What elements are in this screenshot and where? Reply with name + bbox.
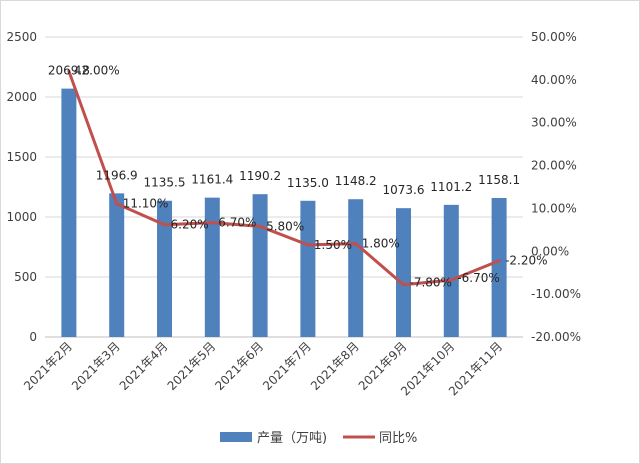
bar (491, 198, 507, 337)
legend-label-line: 同比% (379, 431, 417, 446)
line-point (210, 221, 214, 225)
bar-data-label: 1158.1 (478, 173, 520, 187)
line-data-label: 11.10% (123, 197, 169, 211)
line-data-label: 1.80% (362, 237, 400, 251)
y-right-tick-label: -10.00% (531, 287, 581, 301)
bar (157, 200, 172, 337)
y-left-tick-label: 1500 (6, 150, 37, 164)
line-data-label: 1.50% (314, 238, 352, 252)
y-right-tick-label: 20.00% (531, 159, 577, 173)
x-tick-label: 2021年3月 (69, 339, 123, 393)
bar-data-label: 1148.2 (335, 174, 377, 188)
x-tick-label: 2021年4月 (117, 339, 171, 393)
line-point (258, 224, 262, 228)
y-left-tick-label: 0 (29, 330, 37, 344)
x-tick-label: 2021年2月 (21, 339, 75, 393)
legend-swatch-bar (220, 432, 252, 442)
y-right-tick-label: -20.00% (531, 330, 581, 344)
bar-data-label: 1073.6 (383, 183, 425, 197)
line-point (67, 69, 71, 73)
line-point (402, 283, 405, 287)
bar (109, 193, 125, 337)
line-data-label: -2.20% (505, 254, 547, 268)
x-tick-label: 2021年7月 (260, 339, 314, 393)
y-right-tick-label: 30.00% (531, 116, 577, 130)
bar-data-label: 1161.4 (191, 173, 233, 187)
y-right-tick-label: 10.00% (531, 201, 577, 215)
bar-data-label: 1101.2 (430, 180, 472, 194)
line-data-label: -6.70% (457, 271, 499, 285)
bar-data-label: 2069.8 (48, 64, 90, 78)
y-right-tick-label: 50.00% (531, 30, 577, 44)
bar (300, 200, 316, 337)
y-right-tick-label: 0.00% (531, 244, 569, 258)
line-data-label: 5.80% (266, 219, 304, 233)
bar (396, 208, 411, 337)
series-line (67, 69, 501, 287)
line-data-label: 42.00% (74, 63, 120, 77)
bar (348, 199, 364, 337)
line-point (497, 259, 501, 263)
line-data-label: 6.20% (171, 218, 209, 232)
line-point (354, 242, 358, 246)
y-left-tick-label: 1000 (6, 210, 37, 224)
line-point (449, 278, 453, 282)
line-point (115, 202, 119, 206)
bar-data-label: 1196.9 (96, 168, 138, 182)
line-data-label: -7.80% (410, 276, 452, 290)
x-tick-label: 2021年8月 (308, 339, 362, 393)
bar-data-label: 1190.2 (239, 169, 281, 183)
bar (61, 88, 77, 338)
x-tick-label: 2021年6月 (212, 339, 266, 393)
y-right-tick-label: 40.00% (531, 73, 577, 87)
line-point (163, 223, 166, 227)
bar (443, 204, 459, 337)
y-left-tick-label: 2000 (6, 90, 37, 104)
line-data-label: 6.70% (218, 216, 256, 230)
bar (252, 194, 268, 337)
y-left-tick-label: 500 (14, 270, 37, 284)
bar (204, 197, 220, 337)
line-point (306, 243, 310, 247)
y-left-tick-label: 2500 (6, 30, 37, 44)
bar-data-label: 1135.5 (144, 176, 186, 190)
bar-data-label: 1135.0 (287, 176, 329, 190)
legend-label-bar: 产量（万吨) (257, 431, 327, 446)
x-tick-label: 2021年5月 (165, 339, 219, 393)
